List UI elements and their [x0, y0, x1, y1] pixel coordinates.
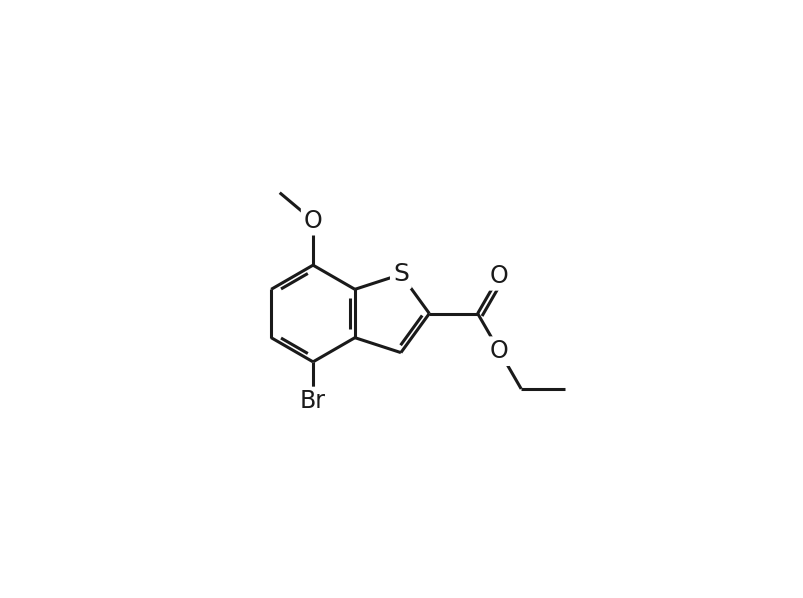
Text: O: O	[490, 339, 508, 363]
Text: Br: Br	[300, 389, 326, 413]
Text: O: O	[490, 264, 508, 288]
Text: S: S	[393, 263, 409, 286]
Text: O: O	[304, 209, 322, 233]
